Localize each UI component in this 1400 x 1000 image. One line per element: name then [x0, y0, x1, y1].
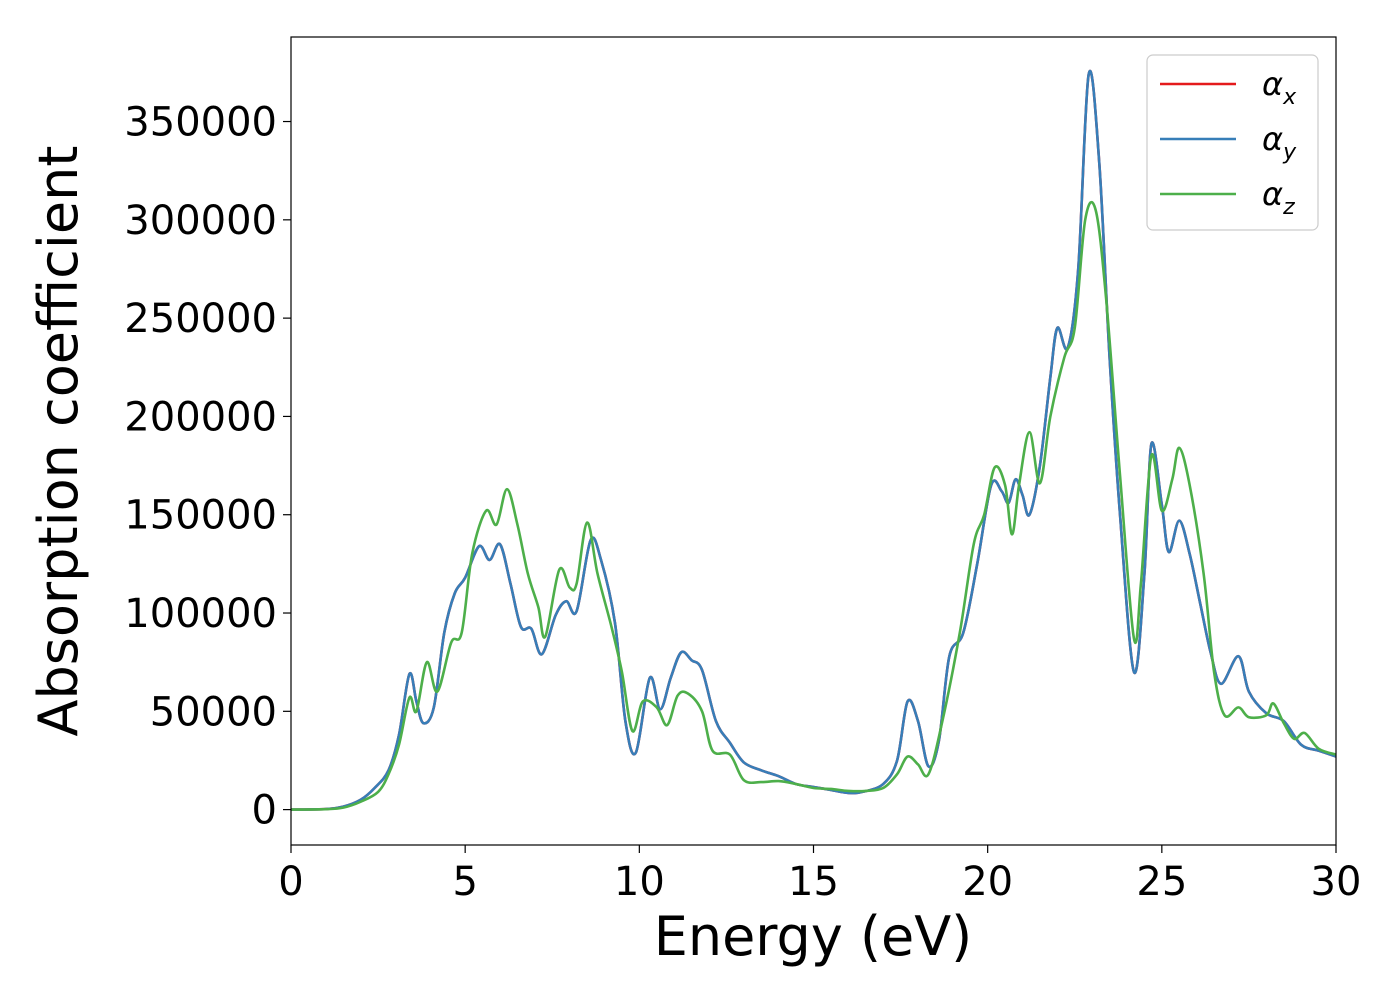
x-tick-label: 10 — [614, 859, 665, 905]
y-tick-label: 50000 — [150, 689, 277, 735]
y-axis-label: Absorption coefficient — [27, 146, 90, 737]
y-tick-label: 350000 — [124, 100, 277, 146]
legend-label-x: αx — [1262, 65, 1297, 110]
y-tick-label: 150000 — [124, 493, 277, 539]
x-ticks: 0 5 10 15 20 25 30 — [278, 845, 1361, 905]
legend-box — [1146, 54, 1319, 231]
x-tick-label: 25 — [1136, 859, 1187, 905]
x-tick-label: 5 — [452, 859, 477, 905]
series-line-z — [291, 200, 1336, 811]
x-tick-label: 15 — [788, 859, 839, 905]
series-layer — [291, 69, 1336, 811]
y-tick-label: 200000 — [124, 394, 277, 440]
x-tick-label: 20 — [962, 859, 1013, 905]
x-tick-label: 30 — [1311, 859, 1362, 905]
y-tick-label: 300000 — [124, 198, 277, 244]
y-tick-label: 250000 — [124, 296, 277, 342]
y-tick-label: 100000 — [124, 591, 277, 637]
legend-label-y: αy — [1262, 120, 1297, 165]
y-tick-label: 0 — [252, 788, 277, 834]
x-tick-label: 0 — [278, 859, 303, 905]
x-axis-label: Energy (eV) — [654, 905, 973, 968]
legend: αx αy αz — [1146, 54, 1319, 231]
y-ticks: 0 50000 100000 150000 200000 250000 300000 3500… — [124, 100, 291, 834]
legend-label-z: αz — [1262, 175, 1295, 220]
